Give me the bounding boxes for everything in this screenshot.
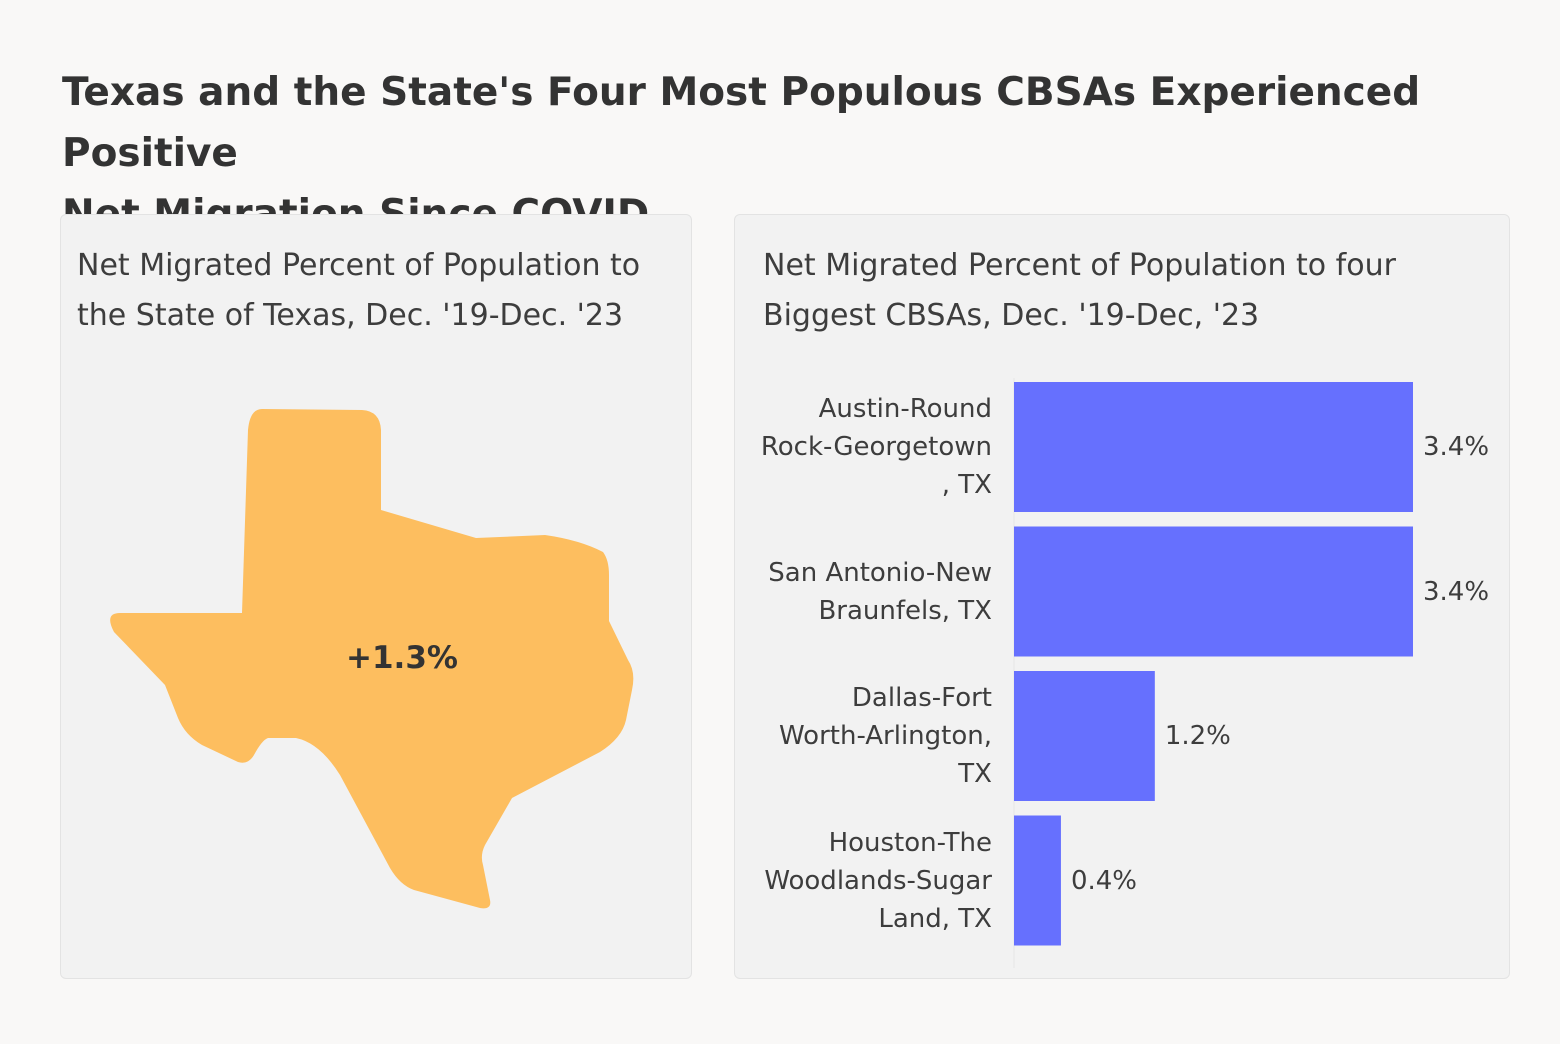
category-label-line: Austin-Round	[818, 394, 992, 424]
bar	[1014, 671, 1155, 801]
bar-value-label: 1.2%	[1164, 721, 1231, 751]
category-label-line: Land, TX	[878, 903, 992, 934]
category-label-line: Braunfels, TX	[818, 595, 992, 626]
map-panel-title-line: the State of Texas, Dec. '19-Dec. '23	[77, 298, 624, 333]
chart-title: Net Migrated Percent of Population to fo…	[763, 241, 1396, 341]
bar	[1014, 526, 1413, 657]
texas-migration-value: +1.3%	[346, 640, 458, 676]
category-label-line: San Antonio-New	[768, 557, 992, 588]
category-label-line: Houston-The	[828, 827, 992, 858]
category-label: Houston-The Woodlands-Sugar Land, TX	[734, 824, 992, 938]
map-panel-title-line: Net Migrated Percent of Population to	[77, 248, 641, 283]
category-label-line: TX	[958, 759, 992, 789]
category-label-line: Dallas-Fort	[851, 683, 992, 713]
chart-title-line: Net Migrated Percent of Population to fo…	[763, 248, 1396, 283]
map-panel-title: Net Migrated Percent of Population to th…	[77, 241, 640, 341]
category-label: Dallas-Fort Worth-Arlington, TX	[734, 679, 992, 793]
category-label-line: Worth-Arlington,	[778, 721, 992, 751]
texas-state-shape	[110, 409, 634, 909]
category-label-line: , TX	[941, 470, 992, 500]
category-label: Austin-Round Rock-Georgetown , TX	[734, 390, 992, 504]
bar	[1014, 382, 1413, 512]
category-label-line: Rock-Georgetown	[760, 432, 992, 462]
bar-value-label: 3.4%	[1423, 432, 1490, 462]
bar-value-label: 0.4%	[1070, 865, 1137, 896]
page-title-line: Texas and the State's Four Most Populous…	[62, 70, 1421, 176]
chart-title-line: Biggest CBSAs, Dec. '19-Dec, '23	[763, 298, 1260, 333]
category-label: San Antonio-New Braunfels, TX	[734, 554, 992, 630]
category-label-line: Woodlands-Sugar	[764, 865, 992, 896]
bar	[1014, 815, 1061, 946]
bar-value-label: 3.4%	[1423, 576, 1490, 607]
